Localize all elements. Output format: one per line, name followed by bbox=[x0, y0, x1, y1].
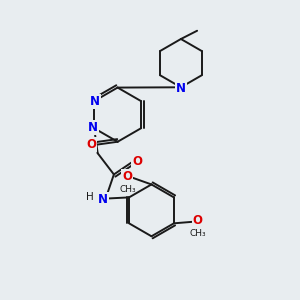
Text: CH₃: CH₃ bbox=[189, 229, 206, 238]
Text: H: H bbox=[86, 192, 94, 202]
Text: O: O bbox=[193, 214, 202, 227]
Text: N: N bbox=[176, 82, 186, 95]
Text: N: N bbox=[98, 193, 108, 206]
Text: O: O bbox=[122, 170, 132, 183]
Text: O: O bbox=[86, 138, 96, 151]
Text: CH₃: CH₃ bbox=[119, 185, 136, 194]
Text: N: N bbox=[90, 94, 100, 108]
Text: O: O bbox=[132, 155, 142, 168]
Text: N: N bbox=[88, 121, 98, 134]
